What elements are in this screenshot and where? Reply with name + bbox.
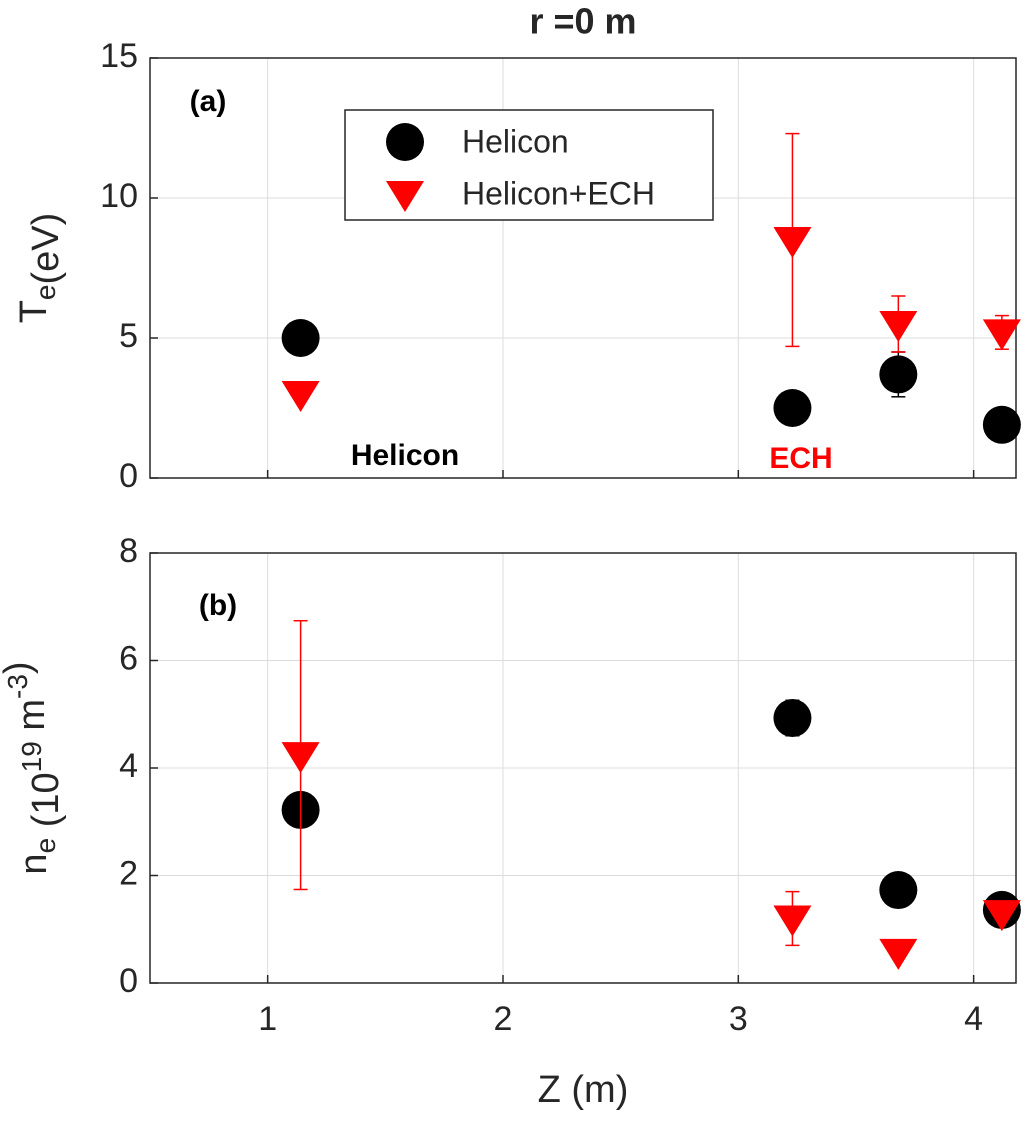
x-tick-label: 3 — [729, 1000, 748, 1038]
y-axis-label-part: e — [30, 838, 61, 854]
point — [879, 871, 918, 910]
y-axis-label-part: ) — [0, 661, 39, 674]
point — [281, 319, 320, 357]
x-axis-label: Z (m) — [538, 1069, 629, 1111]
point — [281, 381, 320, 412]
panel: 1 2 3 4 0 2 4 6 8 Z (m) ne (1019 m-3) (b) — [0, 532, 1021, 1111]
legend-label: Helicon+ECH — [462, 175, 655, 211]
y-tick-label: 5 — [119, 317, 138, 355]
point — [982, 319, 1021, 351]
y-axis-label-part: m — [11, 699, 53, 741]
y-tick-label: 10 — [100, 177, 138, 215]
y-tick-label: 4 — [119, 747, 138, 785]
legend-marker — [386, 181, 424, 212]
y-axis-label: Te(eV) — [13, 213, 67, 324]
point — [879, 311, 918, 342]
panel: 0 5 10 15 r =0 m Te(eV) (a) Helicon ECH Helicon He… — [13, 1, 1021, 495]
y-axis-label: ne (1019 m-3) — [0, 661, 67, 874]
y-axis-label-part: (10 — [25, 772, 67, 837]
point — [879, 938, 918, 970]
point — [773, 905, 812, 937]
x-tick-label: 4 — [964, 1000, 983, 1038]
annotation: (a) — [190, 85, 227, 118]
y-tick-label: 6 — [119, 639, 138, 677]
legend-marker — [386, 123, 424, 161]
point — [982, 900, 1021, 932]
point — [879, 355, 918, 394]
y-axis-label-part: e — [30, 285, 61, 301]
point — [773, 389, 812, 427]
y-axis-label-part: n — [13, 853, 55, 874]
chart-title: r =0 m — [529, 1, 636, 42]
point — [281, 742, 320, 774]
axes-box — [149, 552, 1017, 984]
y-tick-label: 8 — [119, 532, 138, 570]
y-axis-label-part: (eV) — [25, 213, 67, 285]
y-tick-label: 0 — [119, 962, 138, 1000]
point — [773, 227, 812, 258]
y-tick-label: 2 — [119, 854, 138, 892]
y-axis-label-part: 19 — [16, 741, 47, 772]
annotation: ECH — [769, 442, 832, 475]
point — [982, 405, 1021, 444]
y-axis-label-part: T — [13, 300, 55, 323]
y-tick-label: 0 — [119, 457, 138, 495]
point — [773, 699, 812, 738]
y-tick-label: 15 — [100, 37, 138, 75]
x-tick-label: 1 — [258, 1000, 277, 1038]
annotation: (b) — [199, 589, 237, 622]
axes-box — [149, 57, 1017, 479]
x-tick-label: 2 — [494, 1000, 513, 1038]
y-axis-label-part: -3 — [2, 674, 33, 699]
legend-label: Helicon — [462, 123, 569, 159]
annotation: Helicon — [351, 439, 459, 472]
